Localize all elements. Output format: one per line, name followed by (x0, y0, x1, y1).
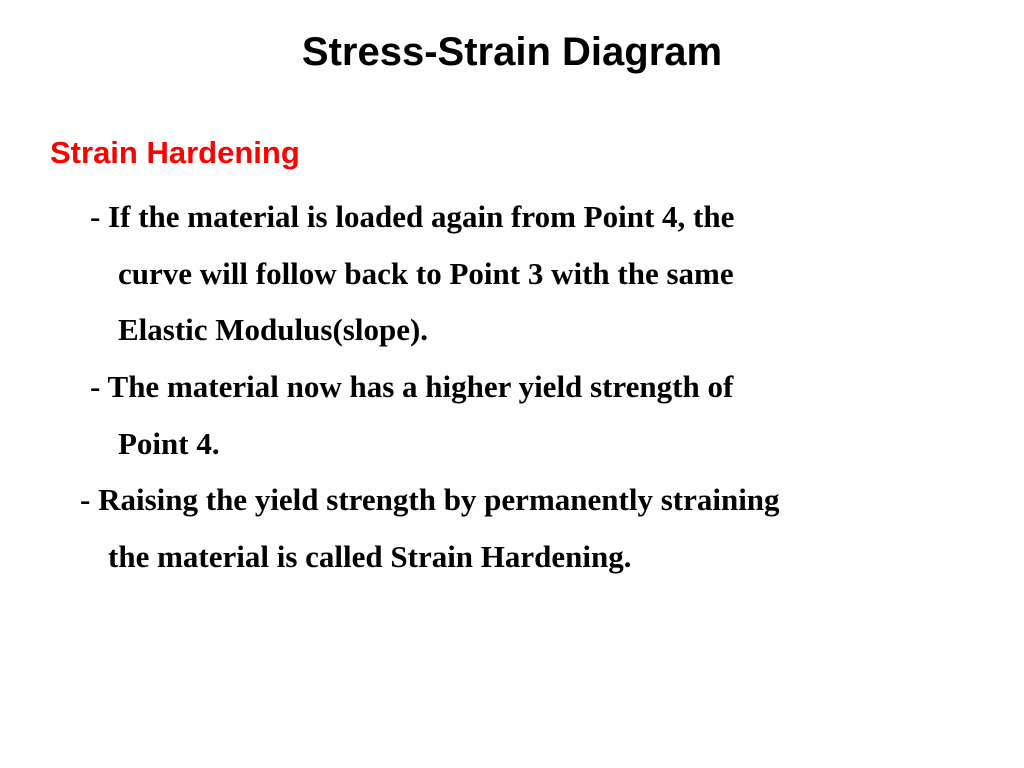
bullet-3-line-1: - Raising the yield strength by permanen… (80, 474, 984, 527)
bullet-2-line-2: Point 4. (118, 418, 984, 471)
bullet-1-line-3: Elastic Modulus(slope). (118, 304, 984, 357)
bullet-1-line-2: curve will follow back to Point 3 with t… (118, 248, 984, 301)
bullet-list: - If the material is loaded again from P… (40, 191, 984, 584)
section-subtitle: Strain Hardening (50, 135, 984, 171)
page-title: Stress-Strain Diagram (40, 30, 984, 75)
bullet-3-line-2: the material is called Strain Hardening. (108, 531, 984, 584)
bullet-2-line-1: - The material now has a higher yield st… (90, 361, 984, 414)
bullet-1-line-1: - If the material is loaded again from P… (90, 191, 984, 244)
